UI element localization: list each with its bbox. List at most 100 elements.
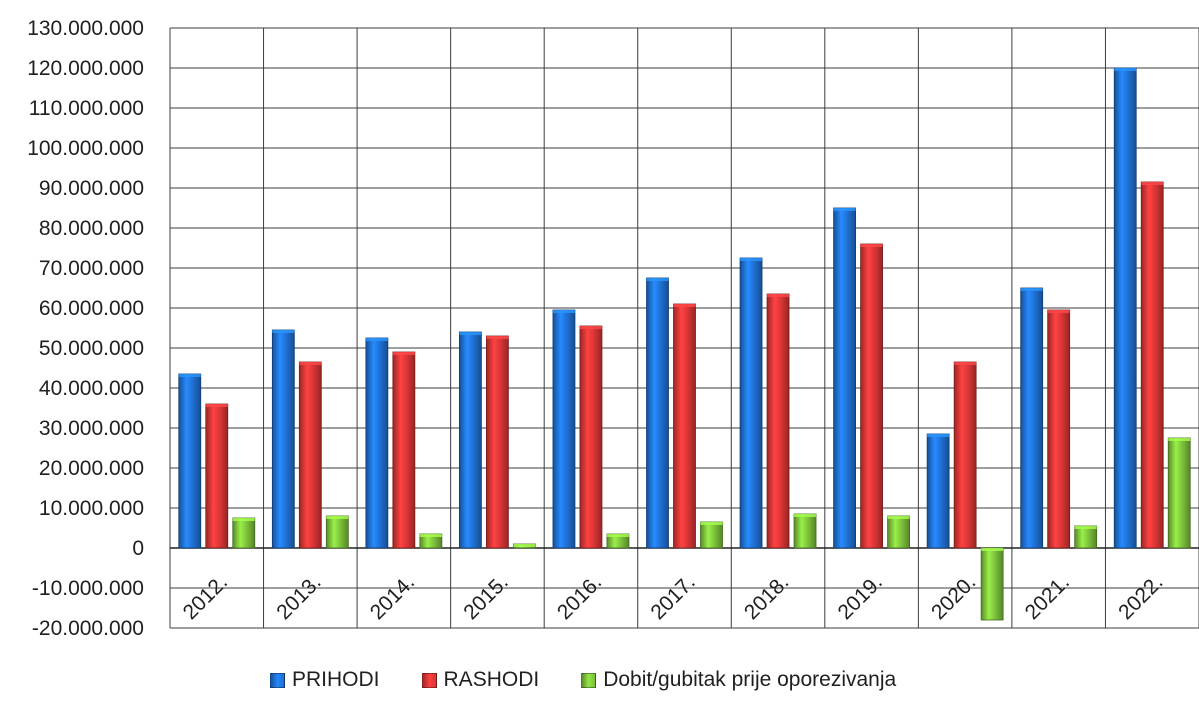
bar-rashodi-2021 xyxy=(1047,309,1071,549)
bar-cap xyxy=(767,294,790,297)
bar-cap xyxy=(326,516,349,519)
bar-dobit-2017 xyxy=(700,521,723,549)
x-tick-label: 2013. xyxy=(272,571,325,624)
x-tick-label: 2016. xyxy=(553,571,606,624)
y-tick-label: 120.000.000 xyxy=(27,57,144,80)
bar-rashodi-2015 xyxy=(486,335,509,549)
bar-cap xyxy=(365,338,388,341)
bar-cap xyxy=(205,404,228,407)
bar-cap xyxy=(552,310,575,313)
bar-dobit-2012 xyxy=(232,517,256,549)
x-tick-label: 2020. xyxy=(927,571,980,624)
legend-item-dobit: Dobit/gubitak prije oporezivanja xyxy=(581,668,896,692)
legend-label-rashodi: RASHODI xyxy=(443,668,540,691)
legend-label-dobit: Dobit/gubitak prije oporezivanja xyxy=(603,668,897,691)
y-tick-label: 20.000.000 xyxy=(39,457,144,480)
legend-label-prihodi: PRIHODI xyxy=(292,668,380,691)
bar-cap xyxy=(1114,68,1137,71)
legend-item-rashodi: RASHODI xyxy=(421,668,540,692)
legend: PRIHODI RASHODI Dobit/gubitak prije opor… xyxy=(270,668,896,692)
bar-cap xyxy=(981,548,1004,551)
bar-cap xyxy=(860,244,883,247)
bar-prihodi-2021 xyxy=(1020,287,1044,549)
bar-cap xyxy=(673,304,696,307)
bar-cap xyxy=(833,208,856,211)
bar-cap xyxy=(927,434,950,437)
legend-swatch-prihodi xyxy=(270,672,285,688)
bar-cap xyxy=(178,374,201,377)
bar-prihodi-2017 xyxy=(646,277,669,549)
y-tick-label: -10.000.000 xyxy=(32,577,144,600)
bar-prihodi-2022 xyxy=(1113,67,1137,549)
x-tick-label: 2015. xyxy=(459,571,512,624)
y-axis-ticks: 130.000.000 120.000.000 110.000.000 100.000… xyxy=(27,17,144,640)
bar-dobit-2019 xyxy=(887,515,910,549)
bar-prihodi-2015 xyxy=(459,331,482,549)
x-tick-label: 2018. xyxy=(740,571,793,624)
x-tick-label: 2014. xyxy=(366,571,419,624)
y-tick-label: 70.000.000 xyxy=(39,257,144,280)
y-tick-label: 30.000.000 xyxy=(39,417,144,440)
bar-cap xyxy=(419,534,442,537)
bar-cap xyxy=(1074,526,1097,529)
y-tick-label: 0 xyxy=(132,537,144,560)
legend-swatch-dobit xyxy=(581,672,597,688)
y-tick-label: 90.000.000 xyxy=(39,177,144,200)
bar-cap xyxy=(740,258,763,261)
y-tick-label: -20.000.000 xyxy=(32,617,144,640)
bar-prihodi-2019 xyxy=(833,207,856,549)
bar-cap xyxy=(954,362,977,365)
bar-prihodi-2020 xyxy=(926,433,950,549)
x-axis-ticks: 2012. 2013. 2014. 2015. 2016. 2017. 2018. 2019.… xyxy=(179,571,1168,624)
legend-swatch-rashodi xyxy=(421,672,437,688)
bar-cap xyxy=(646,278,669,281)
bar-cap xyxy=(486,336,509,339)
bar-rashodi-2016 xyxy=(579,325,603,549)
bar-prihodi-2018 xyxy=(739,257,763,549)
bar-rashodi-2012 xyxy=(205,403,229,549)
legend-item-prihodi: PRIHODI xyxy=(270,668,380,692)
x-tick-label: 2022. xyxy=(1114,571,1167,624)
bar-cap xyxy=(1020,288,1043,291)
x-tick-label: 2019. xyxy=(834,571,887,624)
bar-rashodi-2017 xyxy=(673,303,696,549)
bar-rashodi-2013 xyxy=(298,361,322,549)
bar-cap xyxy=(299,362,322,365)
bar-cap xyxy=(513,544,536,547)
bar-cap xyxy=(272,330,295,333)
bar-rashodi-2018 xyxy=(766,293,790,549)
x-tick-label: 2017. xyxy=(646,571,699,624)
bar-prihodi-2013 xyxy=(271,329,295,549)
bar-prihodi-2012 xyxy=(178,373,202,549)
bar-rashodi-2019 xyxy=(860,243,883,549)
bar-cap xyxy=(887,516,910,519)
bar-dobit-2022 xyxy=(1167,437,1191,549)
y-tick-label: 80.000.000 xyxy=(39,217,144,240)
bar-cap xyxy=(1047,310,1070,313)
x-tick-label: 2021. xyxy=(1021,571,1074,624)
bar-cap xyxy=(579,326,602,329)
x-tick-label: 2012. xyxy=(179,571,232,624)
bar-cap xyxy=(794,514,817,517)
bar-dobit-2013 xyxy=(325,515,349,549)
y-tick-label: 10.000.000 xyxy=(39,497,144,520)
bar-cap xyxy=(392,352,415,355)
bar-dobit-2021 xyxy=(1074,525,1098,549)
bar-cap xyxy=(459,332,482,335)
bar-dobit-2018 xyxy=(793,513,817,549)
y-tick-label: 50.000.000 xyxy=(39,337,144,360)
bars xyxy=(178,67,1191,621)
bar-cap xyxy=(700,522,723,525)
bar-cap xyxy=(232,518,255,521)
bar-prihodi-2014 xyxy=(365,337,389,549)
bar-dobit-2020 xyxy=(980,547,1004,621)
bar-prihodi-2016 xyxy=(552,309,576,549)
y-tick-label: 130.000.000 xyxy=(27,17,144,40)
y-tick-label: 100.000.000 xyxy=(27,137,144,160)
bar-rashodi-2020 xyxy=(953,361,977,549)
bar-cap xyxy=(1168,438,1191,441)
bar-cap xyxy=(1141,182,1164,185)
y-tick-label: 110.000.000 xyxy=(29,97,144,120)
